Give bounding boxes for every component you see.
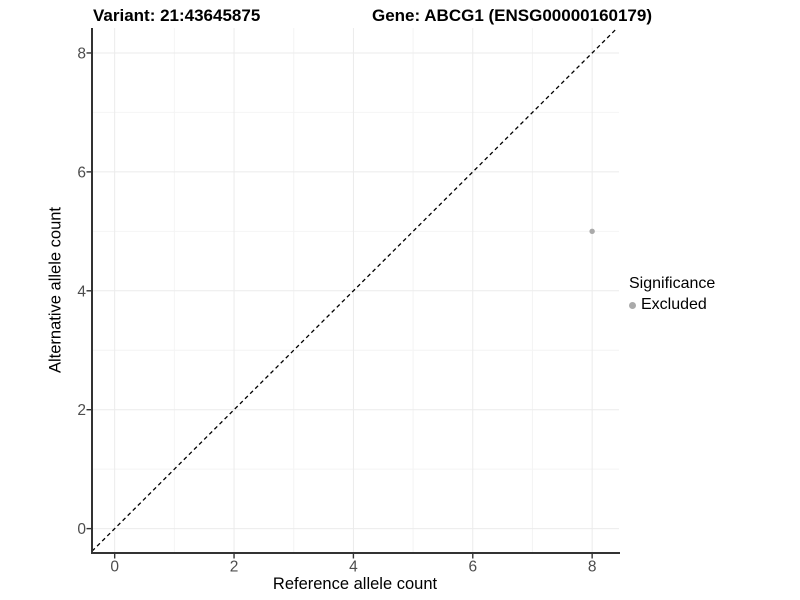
data-point xyxy=(589,228,595,235)
legend: Significance Excluded xyxy=(629,275,715,314)
variant-title: Variant: 21:43645875 xyxy=(93,6,261,25)
identity-line xyxy=(91,27,618,552)
x-tick-label: 2 xyxy=(230,559,239,576)
y-tick-label: 4 xyxy=(77,283,86,300)
excluded-point-icon xyxy=(629,301,636,309)
x-tick-label: 6 xyxy=(468,559,477,576)
legend-item-label: Excluded xyxy=(641,296,707,313)
y-tick-label: 8 xyxy=(77,45,86,62)
gene-title: Gene: ABCG1 (ENSG00000160179) xyxy=(372,6,653,25)
y-tick-label: 2 xyxy=(77,402,86,419)
x-tick-label: 8 xyxy=(588,559,597,576)
legend-item-excluded: Excluded xyxy=(629,296,715,314)
x-tick-label: 0 xyxy=(110,559,119,576)
y-tick-label: 6 xyxy=(77,164,86,181)
x-axis-label: Reference allele count xyxy=(272,575,438,593)
y-axis-label: Alternative allele count xyxy=(46,206,65,374)
legend-title: Significance xyxy=(629,275,716,292)
y-tick-label: 0 xyxy=(77,521,86,538)
x-tick-label: 4 xyxy=(349,559,358,576)
